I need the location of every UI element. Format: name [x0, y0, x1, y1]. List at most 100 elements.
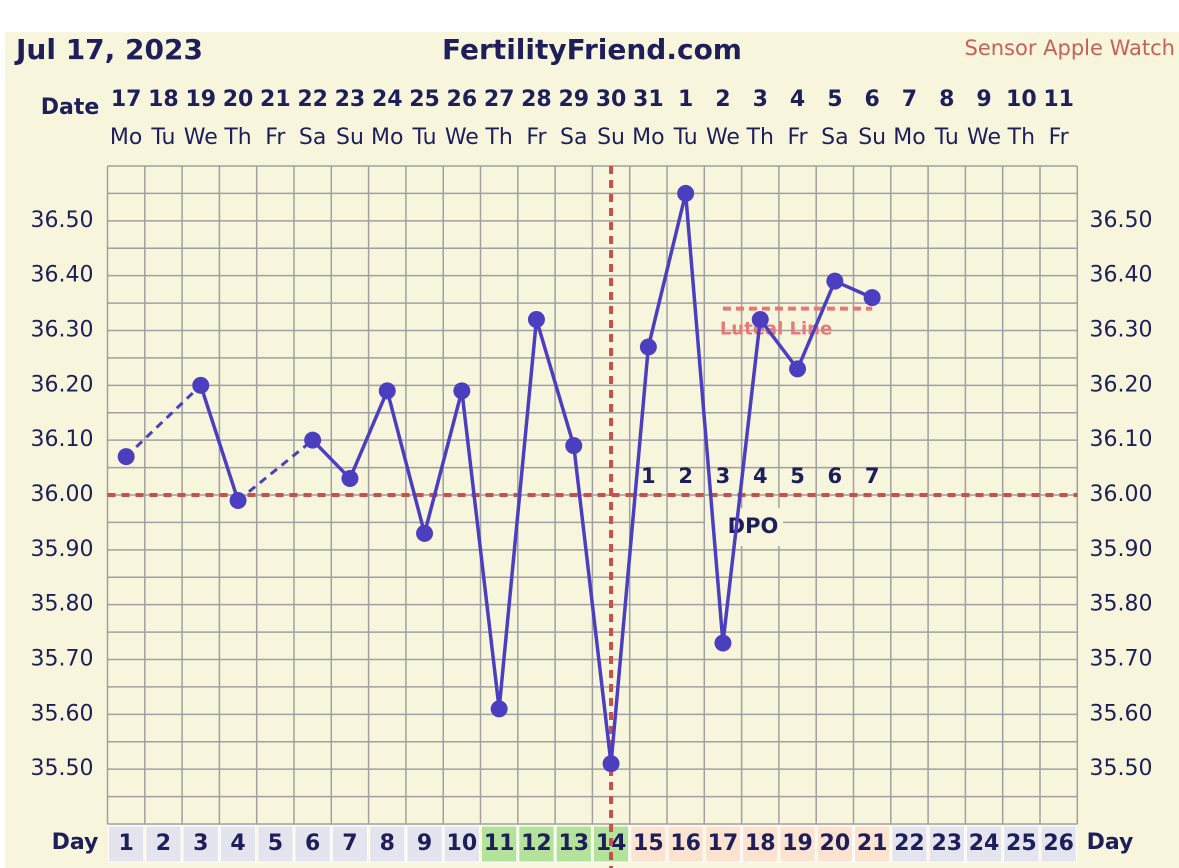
- date-label: 2: [715, 87, 730, 112]
- day-number: 10: [447, 831, 478, 856]
- day-cell: [518, 825, 555, 863]
- y-tick-label-right: 35.50: [1090, 756, 1153, 781]
- day-number: 11: [484, 831, 515, 856]
- date-label: 18: [148, 87, 179, 112]
- y-tick-label-right: 36.10: [1090, 427, 1153, 452]
- temperature-point: [490, 700, 508, 718]
- day-cell: [704, 825, 742, 863]
- weekday-label: We: [445, 125, 479, 150]
- day-cell: [1040, 825, 1077, 863]
- day-cell: [257, 825, 294, 863]
- chart-date: Jul 17, 2023: [14, 33, 203, 66]
- weekday-label: Th: [223, 125, 251, 150]
- day-number: 15: [633, 831, 664, 856]
- date-label: 28: [521, 87, 552, 112]
- day-number: 17: [708, 831, 739, 856]
- day-number: 22: [894, 831, 925, 856]
- date-label: 31: [633, 87, 664, 112]
- day-cell: [369, 825, 406, 863]
- temperature-point: [117, 448, 135, 466]
- dpo-number: 3: [716, 464, 731, 488]
- y-tick-label: 36.30: [31, 318, 94, 343]
- date-label: 3: [753, 87, 768, 112]
- date-label: 19: [185, 87, 216, 112]
- day-number: 8: [380, 831, 395, 856]
- date-label: 6: [864, 87, 879, 112]
- weekday-label: Th: [746, 125, 774, 150]
- weekday-label: Sa: [299, 125, 326, 150]
- dpo-number: 2: [678, 464, 693, 488]
- weekday-label: Fr: [1049, 125, 1070, 150]
- dpo-number: 1: [641, 464, 656, 488]
- day-number: 12: [521, 831, 552, 856]
- day-number: 5: [268, 831, 283, 856]
- dpo-number: 6: [828, 464, 843, 488]
- temperature-point: [751, 311, 769, 329]
- weekday-label: Tu: [673, 125, 698, 150]
- temperature-point: [639, 338, 657, 356]
- temperature-point: [602, 755, 620, 773]
- date-label: 11: [1043, 87, 1074, 112]
- day-cell: [854, 825, 891, 863]
- date-label: Date: [41, 95, 100, 120]
- weekday-label: Su: [597, 125, 625, 150]
- day-cell: [294, 825, 331, 863]
- day-number: 4: [230, 831, 245, 856]
- temperature-point: [789, 360, 807, 378]
- weekday-label: Tu: [412, 125, 437, 150]
- weekday-label: Mo: [893, 125, 925, 150]
- dpo-box: [705, 508, 783, 546]
- weekday-label: Fr: [526, 125, 547, 150]
- day-number: 26: [1043, 831, 1074, 856]
- weekday-label: Mo: [632, 125, 664, 150]
- y-tick-label-right: 36.30: [1090, 318, 1153, 343]
- day-cell: [406, 825, 443, 863]
- temperature-point: [453, 382, 471, 400]
- date-label: 23: [335, 87, 366, 112]
- day-cell: [965, 825, 1003, 863]
- temperature-line: [311, 193, 873, 764]
- weekday-label: Fr: [265, 125, 286, 150]
- day-number: 18: [745, 831, 776, 856]
- weekday-label: Fr: [787, 125, 808, 150]
- y-tick-label: 35.50: [31, 756, 94, 781]
- day-cell: [481, 825, 518, 863]
- day-cell: [891, 825, 928, 863]
- day-number: 13: [558, 831, 589, 856]
- day-label: Day: [1087, 830, 1134, 855]
- site-title: FertilityFriend.com: [442, 33, 742, 66]
- temperature-line: [199, 384, 240, 502]
- weekday-label: Su: [858, 125, 886, 150]
- date-label: 30: [596, 87, 627, 112]
- day-cell: [742, 825, 779, 863]
- date-label: 22: [297, 87, 328, 112]
- luteal-label: Luteal Line: [720, 319, 832, 340]
- day-cell: [928, 825, 965, 863]
- date-label: 20: [223, 87, 254, 112]
- day-number: 25: [1006, 831, 1037, 856]
- date-label: 24: [372, 87, 403, 112]
- weekday-label: Tu: [150, 125, 175, 150]
- day-number: 3: [193, 831, 208, 856]
- weekday-label: Th: [1007, 125, 1035, 150]
- dpo-number: 5: [790, 464, 805, 488]
- temperature-point: [341, 470, 359, 488]
- day-cell: [182, 825, 219, 863]
- weekday-label: Mo: [371, 125, 403, 150]
- day-number: 21: [857, 831, 888, 856]
- day-cell: [816, 825, 854, 863]
- day-cell: [145, 825, 182, 863]
- weekday-label: Sa: [821, 125, 848, 150]
- weekday-label: Th: [484, 125, 512, 150]
- y-tick-label-right: 35.90: [1090, 537, 1153, 562]
- date-label: 10: [1006, 87, 1037, 112]
- weekday-label: Su: [336, 125, 364, 150]
- dpo-number: 4: [753, 464, 768, 488]
- temperature-point: [826, 272, 844, 290]
- y-tick-label-right: 36.20: [1090, 372, 1153, 397]
- temperature-point: [863, 289, 881, 307]
- day-cell: [667, 825, 704, 863]
- y-tick-label: 36.00: [31, 482, 94, 507]
- day-cell: [779, 825, 816, 863]
- temperature-point: [527, 311, 545, 329]
